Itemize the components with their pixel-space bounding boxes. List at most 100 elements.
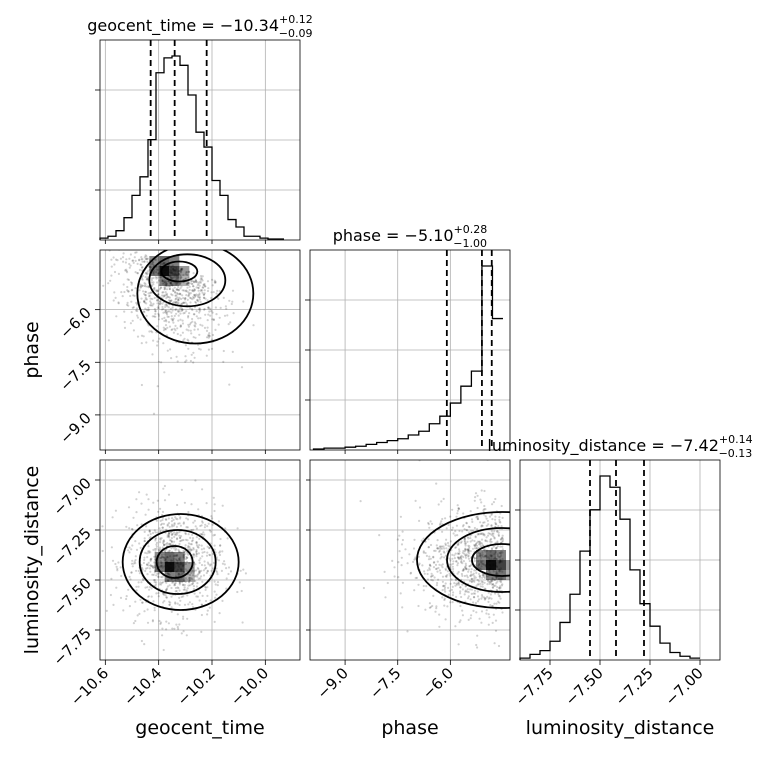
scatter-point [191, 289, 194, 292]
scatter-point [146, 556, 149, 559]
scatter-point [210, 569, 213, 573]
scatter-point [151, 261, 154, 264]
scatter-point [161, 305, 164, 309]
scatter-point [429, 543, 433, 547]
density-cell [476, 560, 486, 570]
scatter-point [448, 563, 451, 566]
scatter-point [170, 547, 173, 550]
scatter-point [136, 309, 139, 313]
scatter-point [215, 593, 218, 596]
scatter-point [148, 585, 152, 589]
scatter-point [167, 306, 170, 309]
scatter-point [161, 634, 164, 637]
scatter-point [124, 261, 127, 264]
scatter-point [162, 307, 165, 311]
scatter-point [168, 525, 171, 529]
scatter-point [176, 296, 179, 299]
scatter-point [198, 284, 201, 287]
scatter-point [456, 552, 459, 555]
scatter-point [209, 314, 212, 317]
scatter-point [179, 334, 182, 337]
scatter-point [204, 567, 207, 570]
scatter-point [98, 272, 100, 274]
scatter-point [200, 544, 203, 547]
scatter-point [141, 266, 144, 269]
scatter-point [189, 359, 192, 363]
scatter-point [157, 575, 160, 579]
scatter-point [141, 284, 144, 287]
scatter-point [164, 291, 167, 294]
scatter-point [147, 545, 150, 548]
scatter-point [199, 577, 202, 580]
scatter-point [193, 554, 196, 557]
scatter-point [473, 544, 476, 547]
scatter-point [175, 525, 178, 529]
scatter-point [175, 312, 178, 315]
scatter-point [171, 328, 174, 331]
scatter-point [189, 296, 192, 299]
scatter-point [464, 566, 467, 569]
scatter-point [138, 542, 141, 545]
scatter-point [430, 572, 433, 575]
scatter-point [198, 298, 201, 301]
scatter-point [462, 549, 465, 553]
scatter-point [476, 528, 479, 531]
scatter-point [184, 355, 187, 358]
scatter-point [213, 544, 216, 547]
scatter-point [153, 555, 156, 558]
scatter-point [191, 289, 194, 292]
scatter-point [456, 583, 459, 586]
density-contour [471, 543, 510, 577]
panel-frame [309, 249, 511, 451]
scatter-point [470, 580, 473, 583]
scatter-point [202, 286, 205, 289]
scatter-point [457, 583, 461, 586]
scatter-point [176, 625, 179, 629]
scatter-point [484, 539, 487, 543]
scatter-point [160, 556, 163, 560]
scatter-point [151, 331, 154, 334]
scatter-point [191, 285, 195, 288]
scatter-point [107, 244, 109, 246]
scatter-point [183, 583, 186, 587]
scatter-point [166, 305, 169, 308]
scatter-point [485, 612, 488, 615]
scatter-point [130, 571, 133, 574]
scatter-point [178, 581, 181, 584]
scatter-point [197, 546, 200, 549]
y-tick-label: −7.00 [50, 474, 95, 519]
scatter-point [480, 538, 484, 541]
scatter-point [461, 614, 464, 617]
scatter-point [477, 583, 480, 586]
scatter-point [143, 260, 146, 264]
scatter-point [208, 606, 211, 609]
scatter-point [137, 585, 140, 588]
scatter-point [174, 301, 177, 305]
scatter-point [475, 643, 478, 647]
scatter-point [171, 294, 174, 297]
scatter-point [127, 304, 130, 307]
scatter-point [459, 586, 462, 589]
scatter-point [458, 529, 461, 533]
scatter-point [435, 584, 438, 587]
scatter-point [179, 524, 182, 527]
scatter-point [133, 256, 136, 259]
scatter-point [479, 552, 482, 555]
scatter-point [181, 331, 184, 334]
scatter-point [384, 596, 387, 599]
scatter-point [168, 603, 171, 606]
scatter-point [429, 564, 432, 568]
scatter-point [161, 317, 164, 320]
scatter-point [188, 579, 191, 582]
scatter-point [194, 479, 197, 482]
scatter-point [461, 562, 464, 565]
scatter-point [201, 289, 204, 292]
scatter-point [491, 583, 495, 586]
scatter-point [195, 548, 198, 552]
scatter-point [482, 555, 485, 558]
scatter-point [138, 289, 141, 292]
x-axis-label-geocent_time: geocent_time [135, 717, 264, 739]
scatter-point [184, 553, 187, 556]
scatter-point [463, 550, 466, 553]
scatter-point [475, 515, 479, 518]
